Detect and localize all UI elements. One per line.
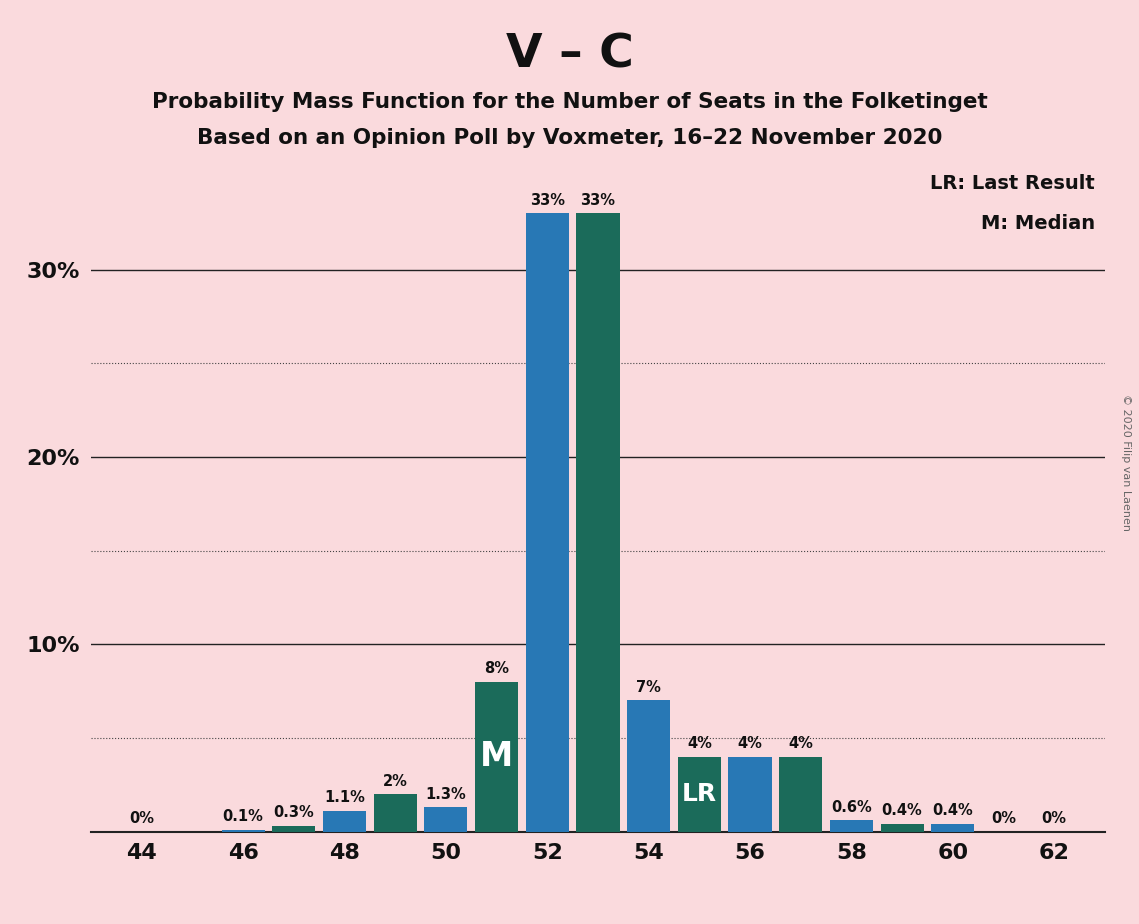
Text: © 2020 Filip van Laenen: © 2020 Filip van Laenen <box>1121 394 1131 530</box>
Bar <box>323 811 366 832</box>
Bar <box>932 824 974 832</box>
Text: 4%: 4% <box>788 736 813 751</box>
Bar <box>272 826 316 832</box>
Bar <box>374 794 417 832</box>
Bar <box>222 830 264 832</box>
Text: 0.1%: 0.1% <box>223 809 263 824</box>
Text: LR: LR <box>682 782 716 806</box>
Bar <box>425 808 467 832</box>
Text: 33%: 33% <box>530 193 565 208</box>
Bar <box>678 757 721 832</box>
Bar <box>576 213 620 832</box>
Text: 0.4%: 0.4% <box>882 804 923 819</box>
Text: 4%: 4% <box>738 736 762 751</box>
Bar <box>526 213 568 832</box>
Text: Based on an Opinion Poll by Voxmeter, 16–22 November 2020: Based on an Opinion Poll by Voxmeter, 16… <box>197 128 942 148</box>
Text: 1.1%: 1.1% <box>325 790 364 806</box>
Text: LR: Last Result: LR: Last Result <box>929 174 1095 193</box>
Text: 4%: 4% <box>687 736 712 751</box>
Text: 0.4%: 0.4% <box>933 804 973 819</box>
Text: V – C: V – C <box>506 32 633 78</box>
Text: 0.3%: 0.3% <box>273 806 314 821</box>
Text: 1.3%: 1.3% <box>426 786 466 802</box>
Text: 7%: 7% <box>637 680 661 695</box>
Text: 0.6%: 0.6% <box>831 800 871 815</box>
Bar <box>475 682 518 832</box>
Text: M: Median: M: Median <box>981 214 1095 234</box>
Text: 0%: 0% <box>1042 811 1066 826</box>
Text: 0%: 0% <box>130 811 154 826</box>
Text: M: M <box>480 740 514 773</box>
Bar <box>729 757 771 832</box>
Bar <box>628 700 670 832</box>
Text: 33%: 33% <box>581 193 615 208</box>
Text: 2%: 2% <box>383 773 408 788</box>
Text: 0%: 0% <box>991 811 1016 826</box>
Bar <box>880 824 924 832</box>
Text: 8%: 8% <box>484 661 509 676</box>
Text: Probability Mass Function for the Number of Seats in the Folketinget: Probability Mass Function for the Number… <box>151 92 988 113</box>
Bar <box>779 757 822 832</box>
Bar <box>830 821 872 832</box>
